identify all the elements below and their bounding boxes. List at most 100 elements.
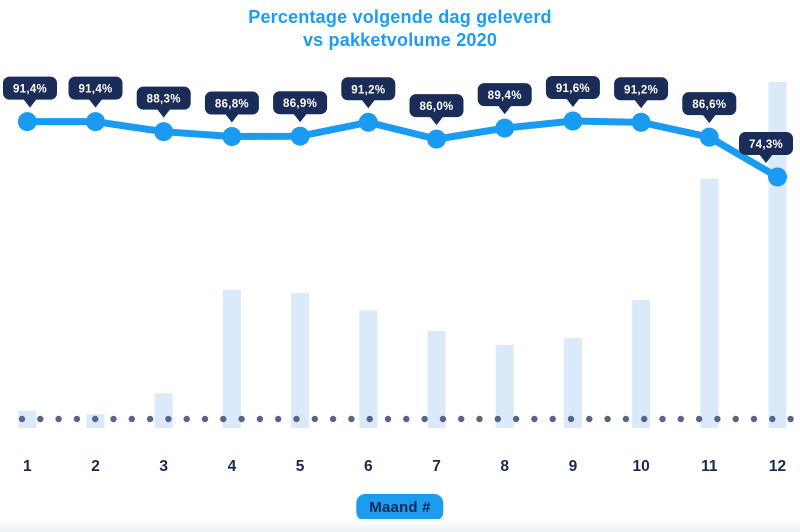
chart-title-line2: vs pakketvolume 2020 bbox=[302, 30, 498, 50]
month-tick-label-1: 1 bbox=[23, 458, 32, 475]
value-tooltip-arrow bbox=[497, 105, 512, 115]
baseline-dot bbox=[348, 415, 355, 423]
baseline-dot bbox=[677, 415, 684, 423]
baseline-dot bbox=[641, 415, 648, 423]
volume-bar-month-7[interactable] bbox=[427, 331, 446, 428]
line-marker-month-9[interactable] bbox=[563, 111, 583, 131]
value-label-month-5: 86,9% bbox=[283, 98, 317, 110]
baseline-dot bbox=[329, 415, 337, 423]
value-label-month-9: 91,6% bbox=[556, 83, 590, 95]
month-tick-label-4: 4 bbox=[228, 458, 237, 475]
value-tooltip-bubble bbox=[739, 132, 793, 155]
value-tooltip-arrow bbox=[634, 99, 649, 109]
volume-bar-month-9[interactable] bbox=[563, 338, 582, 428]
value-tooltip-bubble bbox=[204, 91, 259, 115]
month-tick-label-2: 2 bbox=[91, 458, 100, 475]
line-marker-month-7[interactable] bbox=[427, 129, 446, 149]
value-label-month-12: 74,3% bbox=[749, 139, 783, 151]
baseline-dot bbox=[695, 415, 703, 423]
baseline-dot bbox=[512, 415, 520, 423]
baseline-dot bbox=[439, 415, 447, 423]
baseline-dot bbox=[183, 415, 190, 423]
value-tooltip-arrow bbox=[88, 98, 103, 108]
value-tooltip-bubble bbox=[409, 94, 464, 118]
value-tooltip-bubble bbox=[341, 77, 396, 101]
value-tooltip-bubble bbox=[136, 86, 191, 110]
value-tooltip-bubble bbox=[477, 83, 532, 107]
month-tick-label-3: 3 bbox=[159, 458, 168, 475]
baseline-dot bbox=[787, 415, 794, 423]
volume-bar-month-12[interactable] bbox=[768, 82, 787, 428]
month-tick-label-8: 8 bbox=[500, 458, 509, 475]
volume-bar-month-6[interactable] bbox=[359, 310, 378, 428]
value-label-month-6: 91,2% bbox=[351, 84, 385, 96]
baseline-dot bbox=[531, 415, 538, 423]
value-tooltip-arrow bbox=[361, 99, 376, 109]
value-tooltip-bubble bbox=[68, 76, 123, 100]
value-label-month-7: 86,0% bbox=[419, 101, 453, 113]
baseline-dot bbox=[549, 415, 556, 423]
value-tooltip-arrow bbox=[429, 116, 444, 126]
line-marker-month-8[interactable] bbox=[495, 118, 515, 138]
month-tick-label-7: 7 bbox=[432, 458, 441, 475]
value-tooltip-arrow bbox=[565, 98, 580, 107]
baseline-dot bbox=[586, 415, 593, 423]
volume-bar-month-5[interactable] bbox=[291, 293, 310, 428]
baseline-dot bbox=[458, 415, 465, 423]
value-tooltip-arrow bbox=[293, 113, 308, 123]
volume-bar-month-1[interactable] bbox=[18, 410, 37, 428]
baseline-dot bbox=[110, 415, 117, 423]
baseline-dot bbox=[256, 415, 264, 423]
line-marker-month-5[interactable] bbox=[290, 126, 310, 146]
baseline-dot bbox=[165, 415, 172, 423]
line-marker-month-10[interactable] bbox=[631, 112, 651, 132]
value-label-month-1: 91,4% bbox=[13, 84, 47, 96]
value-tooltip-arrow bbox=[759, 154, 773, 163]
line-marker-month-4[interactable] bbox=[222, 127, 242, 147]
baseline-dot bbox=[622, 415, 630, 423]
baseline-dot bbox=[311, 415, 318, 423]
baseline-dot bbox=[201, 415, 209, 423]
volume-bar-month-4[interactable] bbox=[222, 289, 241, 428]
value-label-month-8: 89,4% bbox=[488, 90, 522, 102]
volume-bar-month-11[interactable] bbox=[700, 178, 719, 428]
value-tooltip-arrow bbox=[702, 114, 717, 124]
month-tick-label-9: 9 bbox=[569, 458, 578, 475]
value-label-month-3: 88,3% bbox=[147, 94, 181, 106]
line-marker-month-2[interactable] bbox=[86, 112, 105, 132]
baseline-dot bbox=[293, 415, 300, 423]
value-tooltip-bubble bbox=[545, 76, 600, 99]
value-tooltip-bubble bbox=[3, 76, 57, 100]
value-label-month-11: 86,6% bbox=[692, 99, 726, 111]
volume-bar-month-8[interactable] bbox=[495, 344, 514, 428]
baseline-dot bbox=[750, 415, 758, 423]
line-marker-month-11[interactable] bbox=[699, 127, 719, 147]
baseline-dot bbox=[92, 415, 99, 423]
line-marker-month-6[interactable] bbox=[358, 112, 378, 132]
baseline-dot bbox=[55, 415, 62, 423]
baseline-dot bbox=[403, 415, 410, 423]
chart-title: Percentage volgende dag geleverd vs pakk… bbox=[0, 6, 800, 52]
baseline-dot bbox=[714, 415, 721, 423]
value-tooltip-bubble bbox=[682, 92, 737, 116]
volume-bar-month-10[interactable] bbox=[632, 299, 651, 428]
baseline-dot bbox=[732, 415, 739, 423]
value-tooltip-arrow bbox=[23, 98, 37, 108]
baseline-dot bbox=[366, 415, 373, 423]
line-marker-month-1[interactable] bbox=[17, 112, 37, 132]
baseline-dot bbox=[421, 415, 428, 423]
baseline-dot bbox=[384, 415, 392, 423]
line-marker-month-3[interactable] bbox=[154, 122, 174, 142]
baseline-dot bbox=[769, 415, 776, 423]
value-label-month-10: 91,2% bbox=[624, 84, 658, 96]
baseline-dot bbox=[37, 415, 44, 423]
baseline-dot bbox=[659, 415, 666, 423]
value-label-month-4: 86,8% bbox=[215, 99, 249, 111]
value-tooltip-arrow bbox=[156, 108, 171, 118]
month-tick-label-10: 10 bbox=[632, 458, 649, 475]
baseline-dot bbox=[18, 415, 26, 423]
line-marker-month-12[interactable] bbox=[768, 167, 787, 187]
volume-bar-month-3[interactable] bbox=[154, 393, 173, 428]
